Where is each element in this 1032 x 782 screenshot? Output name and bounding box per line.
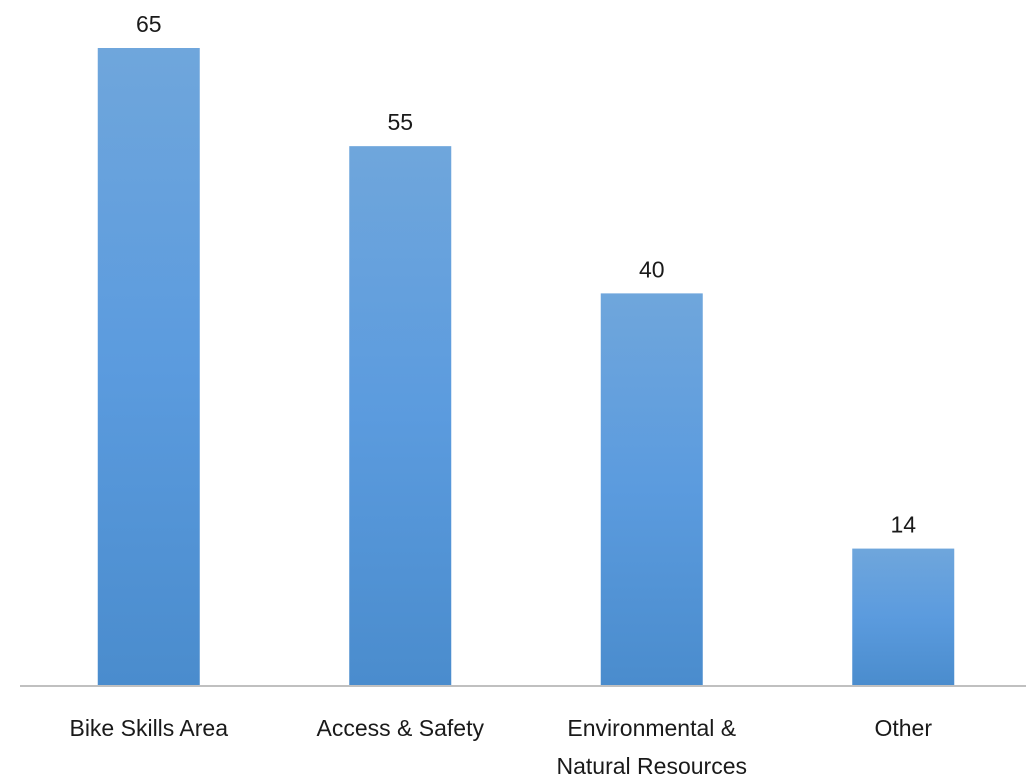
value-label-3: 14 xyxy=(890,512,916,538)
category-label-2-line-0: Environmental & xyxy=(567,715,736,741)
category-label-0-line-0: Bike Skills Area xyxy=(69,715,228,741)
bar-1 xyxy=(349,146,452,687)
value-label-2: 40 xyxy=(639,256,665,282)
category-labels-group: Bike Skills Area Access & Safety Environme… xyxy=(69,715,932,779)
bars-group xyxy=(97,48,955,687)
bar-0 xyxy=(97,48,200,686)
category-label-2-line-1: Natural Resources xyxy=(557,753,747,779)
bar-3 xyxy=(852,548,955,686)
category-label-3-line-0: Other xyxy=(874,715,932,741)
value-label-1: 55 xyxy=(387,109,413,135)
value-labels-group: 65 55 40 14 xyxy=(136,11,916,538)
value-label-0: 65 xyxy=(136,11,162,37)
bar-2 xyxy=(600,293,703,686)
category-label-1-line-0: Access & Safety xyxy=(317,715,485,741)
